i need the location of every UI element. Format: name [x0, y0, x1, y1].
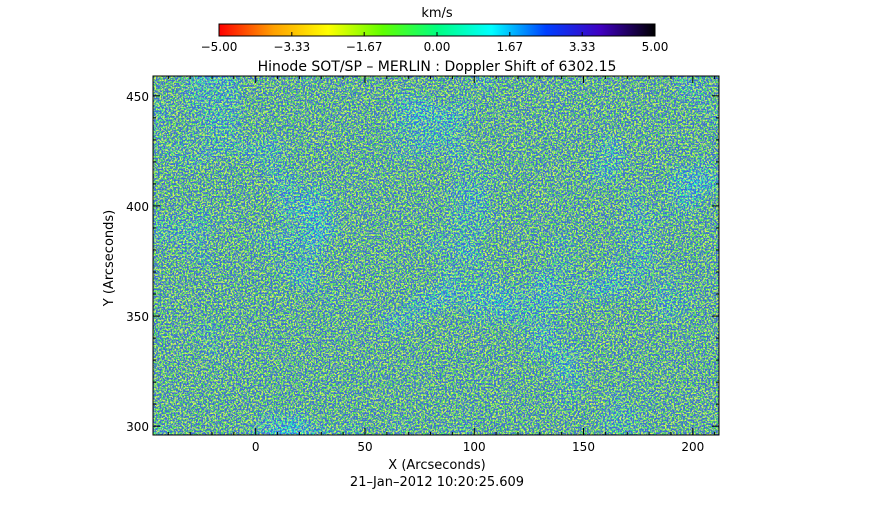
x-tick-label: 50: [357, 440, 372, 454]
y-axis-label: Y (Arcseconds): [102, 210, 117, 307]
colorbar-ticks: −5.00 −3.33 −1.67 0.00 1.67 3.33 5.00: [201, 32, 669, 54]
x-tick-label: 100: [463, 440, 486, 454]
colorbar-tick-label: 0.00: [424, 40, 451, 54]
timestamp: 21–Jan–2012 10:20:25.609: [350, 475, 524, 490]
x-axis: 0 50 100 150 200: [167, 76, 716, 454]
y-tick-label: 400: [126, 200, 149, 214]
y-tick-label: 300: [126, 420, 149, 434]
colorbar-tick-label: 3.33: [569, 40, 596, 54]
colorbar: km/s −5.00 −3.33 −1.67 0.00 1.67 3.33 5.00: [201, 6, 669, 54]
x-tick-label: 200: [681, 440, 704, 454]
x-tick-label: 150: [572, 440, 595, 454]
colorbar-tick-label: 1.67: [496, 40, 523, 54]
colorbar-tick-label: −1.67: [346, 40, 383, 54]
colorbar-tick-label: −3.33: [273, 40, 310, 54]
y-axis: 300 350 400 450: [126, 90, 719, 434]
y-tick-label: 450: [126, 90, 149, 104]
colorbar-label: km/s: [421, 6, 453, 21]
y-tick-label: 350: [126, 310, 149, 324]
chart-title: Hinode SOT/SP – MERLIN : Doppler Shift o…: [258, 59, 617, 75]
doppler-map: [152, 75, 720, 436]
colorbar-tick-label: 5.00: [642, 40, 669, 54]
x-tick-label: 0: [252, 440, 260, 454]
map-speckle: [153, 76, 719, 435]
x-axis-label: X (Arcseconds): [388, 458, 485, 473]
colorbar-tick-label: −5.00: [201, 40, 238, 54]
plot-frame: [152, 75, 720, 436]
